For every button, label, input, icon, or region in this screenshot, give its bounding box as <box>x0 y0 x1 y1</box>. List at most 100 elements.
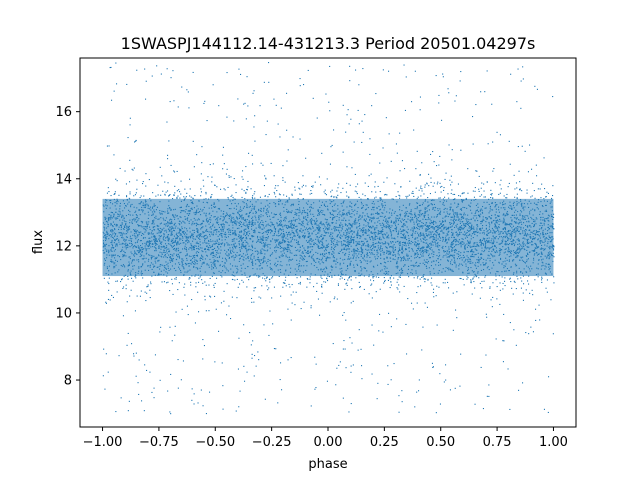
data-point <box>111 229 113 231</box>
data-point <box>256 250 258 252</box>
data-point <box>528 283 530 285</box>
data-point <box>396 152 398 154</box>
data-point <box>487 234 489 236</box>
data-point <box>230 268 232 270</box>
data-point <box>268 193 270 195</box>
data-point <box>520 203 522 205</box>
data-point <box>531 218 533 220</box>
data-point <box>223 210 225 212</box>
data-point <box>372 242 374 244</box>
data-point <box>522 218 524 220</box>
data-point <box>509 207 511 209</box>
data-point <box>381 204 383 206</box>
data-point <box>201 227 203 229</box>
data-point <box>388 70 390 72</box>
data-point <box>420 238 422 240</box>
data-point <box>443 189 445 191</box>
data-point <box>104 235 106 237</box>
data-point <box>192 237 194 239</box>
data-point <box>189 227 191 229</box>
data-point <box>439 182 441 184</box>
data-point <box>217 246 219 248</box>
data-point <box>225 236 227 238</box>
data-point <box>537 276 539 278</box>
data-point <box>138 218 140 220</box>
data-point <box>471 224 473 226</box>
data-point <box>106 267 108 269</box>
data-point <box>382 147 384 149</box>
data-point <box>520 271 522 273</box>
data-point <box>225 173 227 175</box>
data-point <box>200 214 202 216</box>
data-point <box>286 208 288 210</box>
data-point <box>205 215 207 217</box>
data-point <box>262 235 264 237</box>
data-point <box>169 208 171 210</box>
data-point <box>409 219 411 221</box>
data-point <box>172 242 174 244</box>
data-point <box>260 241 262 243</box>
data-point <box>373 280 375 282</box>
data-point <box>494 231 496 233</box>
data-point <box>144 245 146 247</box>
data-point <box>114 257 116 259</box>
data-point <box>401 246 403 248</box>
data-point <box>168 269 170 271</box>
data-point <box>285 231 287 233</box>
data-point <box>519 214 521 216</box>
data-point <box>289 223 291 225</box>
data-point <box>317 246 319 248</box>
data-point <box>128 239 130 241</box>
data-point <box>364 215 366 217</box>
data-point <box>424 207 426 209</box>
data-point <box>427 262 429 264</box>
data-point <box>427 260 429 262</box>
data-point <box>135 210 137 212</box>
data-point <box>352 300 354 302</box>
data-point <box>438 102 440 104</box>
data-point <box>103 245 105 247</box>
data-point <box>369 227 371 229</box>
data-point <box>448 267 450 269</box>
data-point <box>483 183 485 185</box>
data-point <box>442 202 444 204</box>
data-point <box>136 215 138 217</box>
data-point <box>553 276 555 278</box>
data-point <box>527 252 529 254</box>
data-point <box>424 211 426 213</box>
data-point <box>517 251 519 253</box>
data-point <box>126 196 128 198</box>
data-point <box>458 253 460 255</box>
data-point <box>379 197 381 199</box>
data-point <box>504 227 506 229</box>
data-point <box>356 213 358 215</box>
data-point <box>473 196 475 198</box>
data-point <box>513 207 515 209</box>
data-point <box>235 410 237 412</box>
data-point <box>454 216 456 218</box>
data-point <box>302 229 304 231</box>
data-point <box>533 221 535 223</box>
data-point <box>179 230 181 232</box>
data-point <box>410 213 412 215</box>
data-point <box>484 241 486 243</box>
data-point <box>136 295 138 297</box>
data-point <box>306 265 308 267</box>
data-point <box>251 259 253 261</box>
data-point <box>422 326 424 328</box>
data-point <box>356 227 358 229</box>
data-point <box>419 250 421 252</box>
data-point <box>136 246 138 248</box>
data-point <box>534 219 536 221</box>
data-point <box>189 211 191 213</box>
data-point <box>192 71 194 73</box>
data-point <box>333 298 335 300</box>
data-point <box>466 232 468 234</box>
data-point <box>518 267 520 269</box>
data-point <box>346 236 348 238</box>
data-point <box>542 262 544 264</box>
data-point <box>330 265 332 267</box>
data-point <box>183 221 185 223</box>
data-point <box>459 226 461 228</box>
data-point <box>453 215 455 217</box>
